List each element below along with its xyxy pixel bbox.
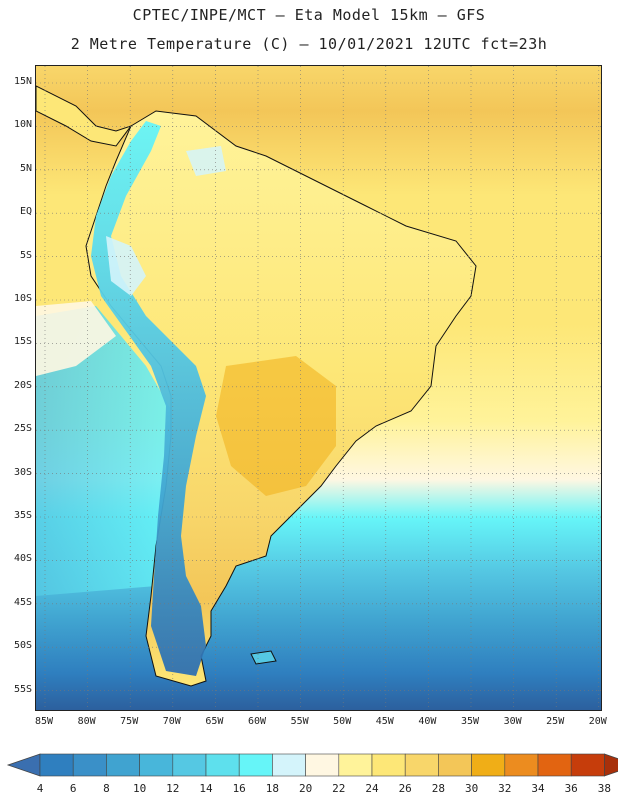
map-title-line1: CPTEC/INPE/MCT – Eta Model 15km – GFS <box>132 6 486 24</box>
lon-label: 55W <box>290 716 309 727</box>
lon-label: 30W <box>503 716 522 727</box>
temperature-map <box>35 65 602 711</box>
colorbar-swatch <box>570 753 605 777</box>
lat-label: 15N <box>13 76 32 87</box>
colorbar-swatch <box>39 753 74 777</box>
lon-label: 35W <box>460 716 480 727</box>
colorbar-tick-label: 18 <box>265 782 280 795</box>
colorbar-swatch <box>172 753 207 777</box>
colorbar <box>6 753 618 777</box>
colorbar-tick-label: 38 <box>597 782 612 795</box>
colorbar-tick-label: 4 <box>36 782 44 795</box>
colorbar-tick-label: 24 <box>365 782 379 795</box>
lat-label: 5S <box>19 249 32 261</box>
lat-label: 5N <box>19 162 32 174</box>
lon-label: 25W <box>546 716 565 727</box>
lat-label: 35S <box>13 510 32 521</box>
colorbar-swatch <box>72 753 107 777</box>
colorbar-tick-label: 12 <box>166 782 180 795</box>
lat-label: EQ <box>19 206 32 218</box>
colorbar-swatch <box>404 753 439 777</box>
colorbar-tick-label: 22 <box>332 782 346 795</box>
lat-label: 50S <box>13 640 32 652</box>
colorbar-swatch <box>205 753 240 777</box>
colorbar-arrow-right <box>604 753 618 777</box>
colorbar-arrow-left <box>6 753 41 777</box>
colorbar-tick-label: 26 <box>398 782 412 795</box>
lon-label: 80W <box>77 716 96 727</box>
colorbar-swatch <box>272 753 306 777</box>
colorbar-swatch <box>537 753 572 777</box>
lat-label: 20S <box>13 379 32 391</box>
colorbar-tick-label: 20 <box>298 782 313 795</box>
colorbar-tick-label: 28 <box>431 782 446 795</box>
lat-label: 15S <box>13 336 32 348</box>
lat-label: 55S <box>13 683 32 695</box>
colorbar-swatch <box>438 753 472 777</box>
colorbar-tick-label: 8 <box>103 782 110 795</box>
map-title-line2: 2 Metre Temperature (C) – 10/01/2021 12U… <box>70 35 548 53</box>
lat-label: 40S <box>13 553 32 565</box>
lat-label: 25S <box>13 423 32 435</box>
colorbar-tick-label: 10 <box>132 782 147 795</box>
andes-pale-zone-north <box>186 146 226 176</box>
colorbar-swatch <box>106 753 140 777</box>
colorbar-tick-label: 36 <box>564 782 578 795</box>
interior-warm-zone <box>216 356 336 496</box>
colorbar-swatch <box>139 753 174 777</box>
lon-label: 45W <box>375 716 394 727</box>
colorbar-tick-label: 34 <box>531 782 545 795</box>
lat-label: 10N <box>13 119 32 131</box>
colorbar-tick-label: 6 <box>69 782 77 795</box>
central-america-land <box>36 85 133 147</box>
colorbar-tick-label: 16 <box>232 782 246 795</box>
lon-label: 85W <box>34 716 54 727</box>
colorbar-swatch <box>471 753 506 777</box>
falkland-islands <box>250 650 277 665</box>
pacific-cool-band <box>36 306 186 596</box>
andes-cold-region <box>91 121 206 676</box>
colorbar-swatch <box>305 753 340 777</box>
lon-label: 50W <box>333 716 352 727</box>
lat-label: 45S <box>13 596 32 608</box>
lon-label: 65W <box>205 716 224 727</box>
lon-label: 70W <box>162 716 181 727</box>
lat-label: 30S <box>13 466 32 478</box>
pacific-pale-band <box>36 301 116 376</box>
lon-label: 40W <box>418 716 437 727</box>
colorbar-tick-label: 30 <box>464 782 479 795</box>
colorbar-swatch <box>338 753 373 777</box>
lat-label: 10S <box>13 293 32 304</box>
lon-label: 75W <box>120 716 139 727</box>
graticule <box>36 66 601 710</box>
colorbar-swatch <box>238 753 273 777</box>
colorbar-swatch <box>504 753 539 777</box>
colorbar-tick-label: 14 <box>199 782 213 795</box>
andes-pale-zone <box>106 236 146 296</box>
colorbar-swatch <box>371 753 406 777</box>
colorbar-tick-label: 32 <box>498 782 512 795</box>
lon-label: 60W <box>247 716 267 727</box>
lon-label: 20W <box>588 716 607 727</box>
